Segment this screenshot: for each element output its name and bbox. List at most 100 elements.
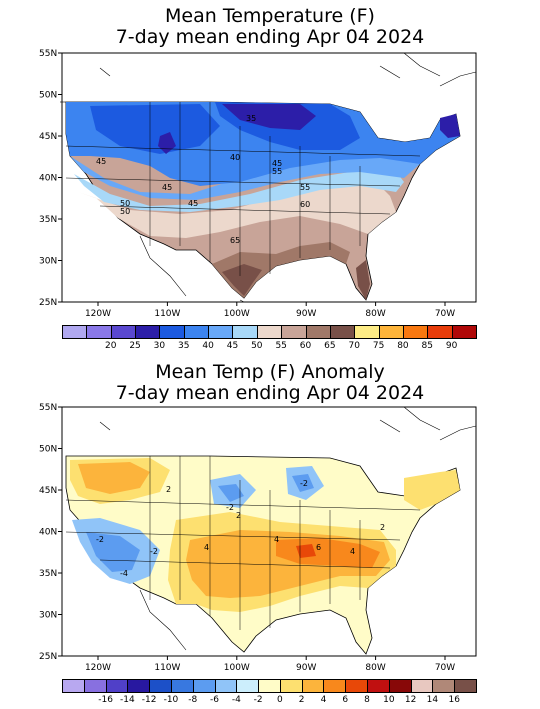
panel1-legend-swatch: [305, 325, 331, 339]
panel2-contour-label: 6: [316, 543, 321, 552]
panel2-contour-label: 4: [350, 547, 355, 556]
panel2-legend-swatch: [345, 679, 369, 693]
panel1-legend-label: 35: [178, 341, 190, 351]
panel2-contour-label: -2: [226, 503, 234, 512]
panel2-contour-label: -2: [150, 547, 158, 556]
panel1-legend-label: 40: [202, 341, 214, 351]
panel2-lat-label: 25N: [39, 652, 57, 662]
panel1-lat-label: 50N: [39, 91, 57, 101]
panel2-lat-label: 55N: [39, 403, 57, 413]
panel2-legend-label: 14: [426, 695, 439, 705]
panel2-legend-swatch: [410, 679, 434, 693]
panel1-legend-label: 85: [421, 341, 434, 351]
panel2-legend-label: -4: [231, 695, 241, 705]
panel2-lat-label: 30N: [39, 611, 57, 621]
panel2-legend-swatch: [170, 679, 194, 693]
panel1-contour-label: 55: [272, 167, 282, 176]
panel1-title-line1: Mean Temperature (F): [165, 5, 375, 27]
panel2-lon-label: 110W: [154, 663, 180, 670]
panel1-legend-swatch: [86, 325, 112, 339]
panel2-legend-swatch: [258, 679, 281, 693]
panel2-lon-label: 80W: [365, 663, 385, 670]
panel2-legend-swatch: [127, 679, 151, 693]
panel1-legend-swatch: [451, 325, 477, 339]
panel1-lat-label: 35N: [39, 215, 57, 225]
panel2-contour-label: 2: [236, 511, 241, 520]
panel2-title-line1: Mean Temp (F) Anomaly: [155, 361, 385, 383]
panel1-legend-swatch: [354, 325, 380, 339]
panel1-legend-label: 80: [397, 341, 409, 351]
panel1-legend-label: 50: [251, 341, 263, 351]
panel2-legend-swatch: [83, 679, 107, 693]
panel2-legend-label: -14: [120, 695, 135, 705]
panel2-legend-swatch: [214, 679, 238, 693]
panel1-contour-label: 50: [120, 207, 130, 216]
panel2-lon-label: 70W: [435, 663, 455, 670]
panel2-title-line2: 7-day mean ending Apr 04 2024: [115, 382, 425, 404]
panel2-contour-label: -2: [96, 535, 104, 544]
panel2-contour-label: 2: [380, 523, 385, 532]
panel1-legend-swatch: [62, 325, 88, 339]
panel2-legend-swatch: [454, 679, 477, 693]
panel2-legend-swatch: [367, 679, 390, 693]
panel1-lon-label: 100W: [224, 309, 250, 316]
panel1-legend-label: 30: [153, 341, 166, 351]
panel1-legend-swatch: [427, 325, 453, 339]
panel1-title-line2: 7-day mean ending Apr 04 2024: [115, 26, 425, 48]
panel1-legend-label: 90: [445, 341, 458, 351]
panel2-legend-label: 10: [383, 695, 395, 705]
panel1-lon-label: 80W: [365, 309, 385, 316]
panel1-contour-label: 65: [230, 236, 240, 245]
panel2-legend-label: -10: [163, 695, 179, 705]
panel2-lon-label: 90W: [296, 663, 316, 670]
panel2-legend-swatch: [149, 679, 172, 693]
panel2-legend-swatch: [279, 679, 303, 693]
panel2-legend-label: 8: [364, 695, 370, 705]
panel1-contour-label: 45: [272, 159, 282, 168]
panel1-contour-label: 40: [230, 153, 240, 162]
panel2-legend-label: 12: [404, 695, 417, 705]
panel1-lat-label: 55N: [39, 49, 57, 59]
panel1-legend-label: 20: [104, 341, 117, 351]
panel2-legend-label: -16: [98, 695, 113, 705]
panel1-contour-label: 45: [162, 183, 172, 192]
panel1-legend-swatch: [402, 325, 429, 339]
panel1-legend-swatch: [159, 325, 185, 339]
panel1-lon-label: 70W: [435, 309, 455, 316]
panel2-legend-swatch: [432, 679, 456, 693]
panel1-legend-swatch: [135, 325, 161, 339]
panel2-legend-swatch: [105, 679, 129, 693]
panel2-lat-label: 40N: [39, 528, 57, 538]
panel2-legend-swatch: [388, 679, 412, 693]
panel1-legend-swatch: [110, 325, 137, 339]
panel2-contour-label: -4: [120, 569, 128, 578]
panel1-legend-swatch: [232, 325, 258, 339]
panel2-lon-label: 120W: [85, 663, 111, 670]
panel1-lat-label: 25N: [39, 298, 57, 308]
panel1-lat-label: 40N: [39, 174, 57, 184]
panel2-legend-swatch: [192, 679, 216, 693]
panel2-legend-label: 6: [342, 695, 349, 705]
panel2-legend-label: -12: [141, 695, 157, 705]
panel1-legend-swatch: [329, 325, 356, 339]
panel2-contour-label: 4: [204, 543, 209, 552]
panel2-contour-label: 2: [166, 485, 171, 494]
panel2-legend: -16 -14 -12 -10 -8 -6 -4 -2 0 2 4 6 8 10 12 14 16: [62, 679, 477, 709]
panel1-legend-label: 60: [299, 341, 312, 351]
panel2-contour-label: 4: [274, 535, 279, 544]
panel1-lon-label: 120W: [85, 309, 111, 316]
panel1-contour-label: 55: [300, 183, 310, 192]
panel1-contour-label: 35: [246, 114, 256, 123]
panel1-legend-label: 70: [348, 341, 360, 351]
panel1-contour-label: 45: [96, 157, 106, 166]
panel2-lat-label: 50N: [39, 445, 57, 455]
panel2-legend-label: -2: [253, 695, 263, 705]
panel1-legend-swatch: [183, 325, 210, 339]
panel2-legend-label: 4: [320, 695, 327, 705]
panel2-contour-label: -2: [300, 479, 308, 488]
panel1-contour-label: 50: [120, 199, 130, 208]
panel1-lat-label: 45N: [39, 132, 57, 142]
panel2-legend-label: 2: [298, 695, 305, 705]
panel1-legend: 20 25 30 35 40 45 50 55 60 65 70 75 80 85 90: [62, 325, 477, 355]
panel1-legend-label: 45: [226, 341, 239, 351]
